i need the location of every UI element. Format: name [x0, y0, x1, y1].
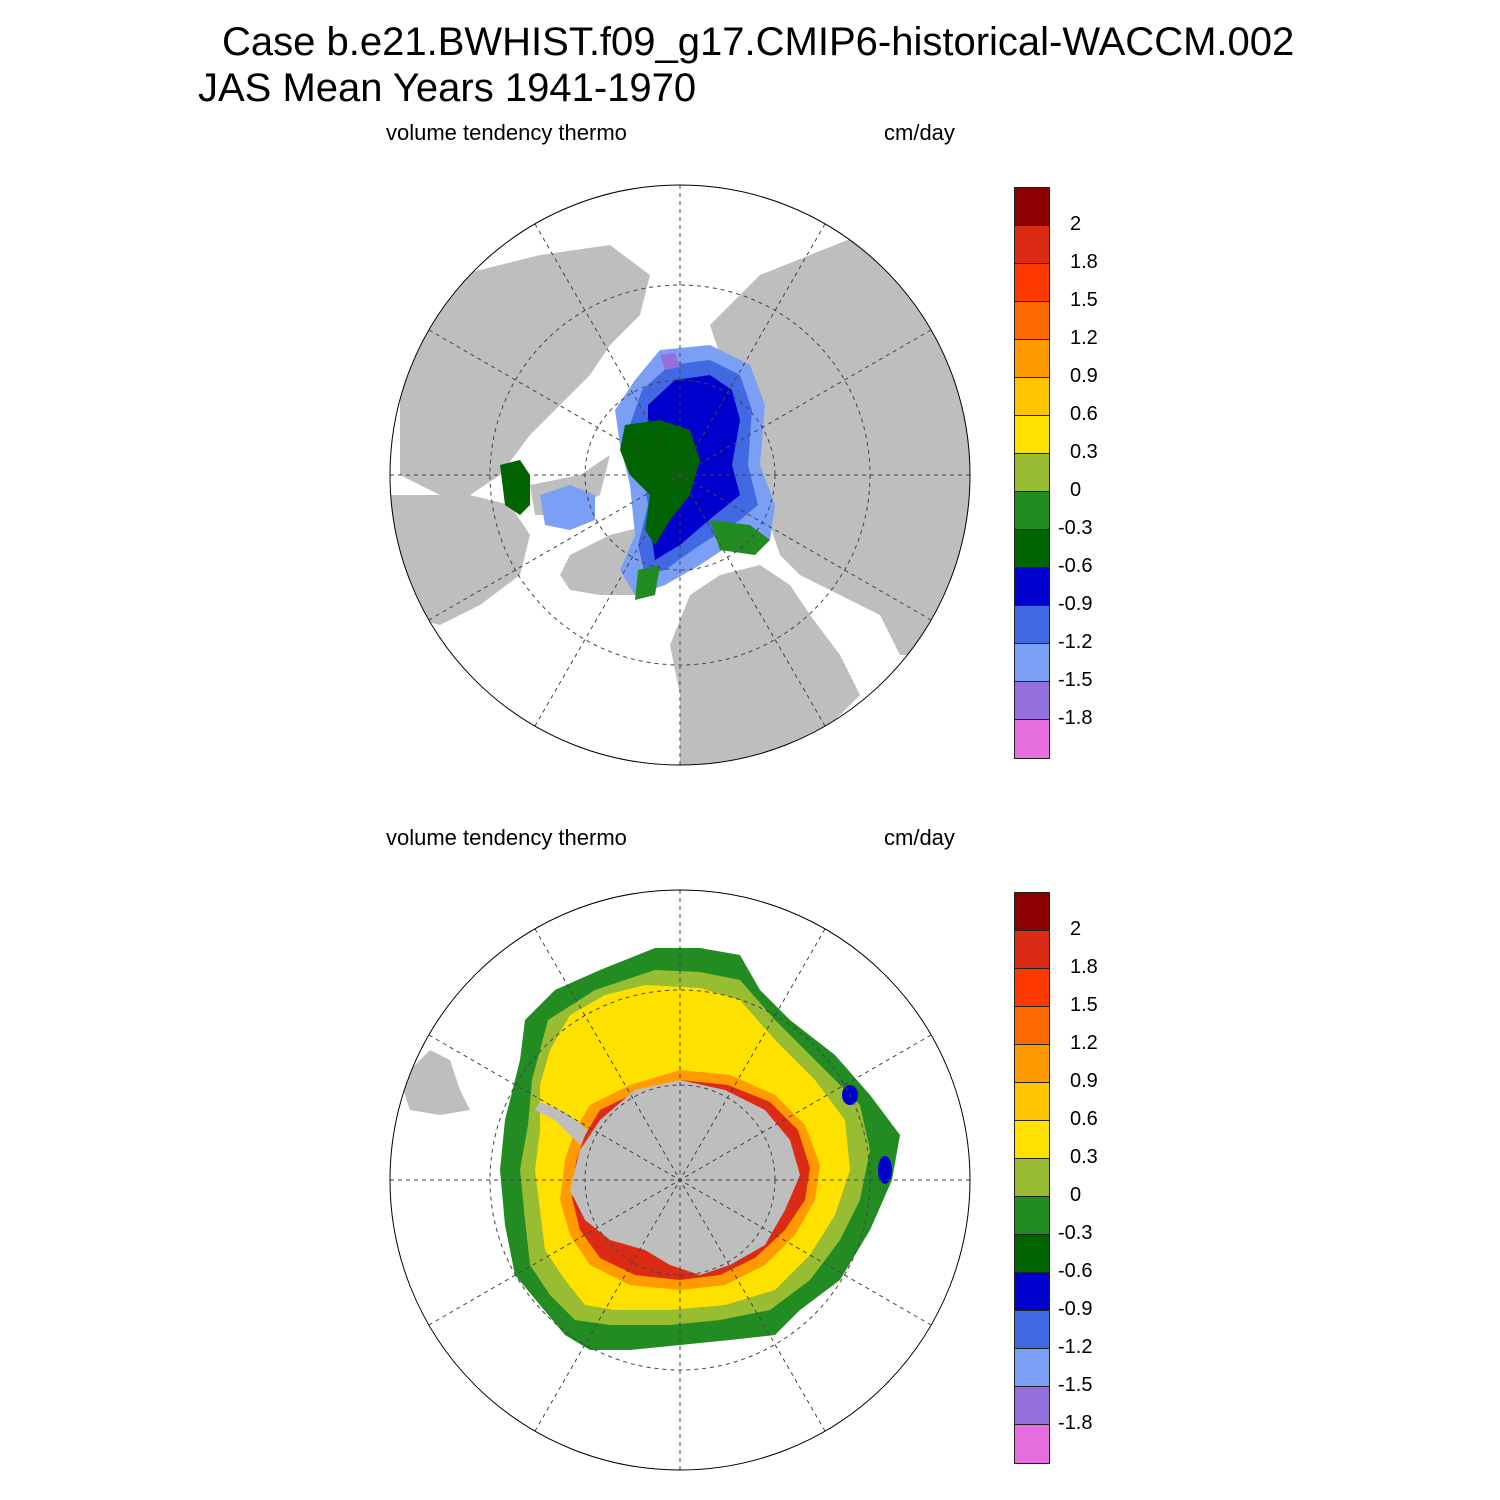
- colorbar-tick-label: -0.9: [1058, 593, 1093, 615]
- colorbar-swatch: [1014, 968, 1050, 1007]
- colorbar-swatch: [1014, 567, 1050, 606]
- colorbar-tick-label: 0: [1070, 1184, 1082, 1206]
- colorbar-swatch: [1014, 301, 1050, 340]
- colorbar-swatch: [1014, 415, 1050, 454]
- colorbar-swatch: [1014, 453, 1050, 492]
- colorbar-tick-label: -1.2: [1058, 631, 1093, 653]
- colorbar-swatch: [1014, 1082, 1050, 1121]
- colorbar-swatch: [1014, 225, 1050, 264]
- colorbar-tick-label: 1.2: [1070, 327, 1098, 349]
- colorbar-swatch: [1014, 1234, 1050, 1273]
- south-units-label: cm/day: [884, 825, 955, 850]
- colorbar-tick-label: -1.5: [1058, 669, 1093, 691]
- colorbar-swatch: [1014, 1310, 1050, 1349]
- colorbar-tick-label: -1.5: [1058, 1374, 1093, 1396]
- colorbar-swatch: [1014, 1386, 1050, 1425]
- colorbar-tick-label: 0.9: [1070, 365, 1098, 387]
- figure-subtitle: JAS Mean Years 1941-1970: [198, 66, 697, 110]
- southern-field-blue-spot: [878, 1156, 892, 1184]
- colorbar-tick-label: 2: [1070, 213, 1082, 235]
- colorbar-swatch: [1014, 643, 1050, 682]
- colorbar-tick-label: -0.3: [1058, 1222, 1093, 1244]
- north-polar-map: [389, 184, 971, 766]
- north-units-label: cm/day: [884, 120, 955, 145]
- landmass-antarctica: [570, 1080, 800, 1275]
- colorbar-swatch: [1014, 1006, 1050, 1045]
- colorbar-swatch: [1014, 1272, 1050, 1311]
- colorbar-tick-label: 0.6: [1070, 403, 1098, 425]
- colorbar-swatch: [1014, 491, 1050, 530]
- colorbar-tick-label: -0.6: [1058, 555, 1093, 577]
- landmass-antarctic-peninsula: [535, 1102, 588, 1145]
- colorbar-swatch: [1014, 719, 1050, 759]
- colorbar-swatch: [1014, 930, 1050, 969]
- colorbar-swatch: [1014, 1120, 1050, 1159]
- colorbar-tick-label: 1.8: [1070, 956, 1098, 978]
- colorbar-tick-label: -0.3: [1058, 517, 1093, 539]
- landmass-north-america: [390, 495, 530, 625]
- colorbar-tick-label: 1.5: [1070, 994, 1098, 1016]
- colorbar-swatch: [1014, 1044, 1050, 1083]
- south-polar-map: [389, 889, 971, 1471]
- colorbar-swatch: [1014, 1348, 1050, 1387]
- colorbar-tick-label: 0.9: [1070, 1070, 1098, 1092]
- landmass-eurasia: [400, 245, 650, 495]
- colorbar-tick-label: -1.2: [1058, 1336, 1093, 1358]
- colorbar-swatch: [1014, 1424, 1050, 1464]
- arctic-field-baffin: [500, 460, 530, 515]
- colorbar-tick-label: 0.6: [1070, 1108, 1098, 1130]
- colorbar-tick-label: 0.3: [1070, 1146, 1098, 1168]
- south-variable-label: volume tendency thermo: [386, 825, 627, 850]
- colorbar-swatch: [1014, 263, 1050, 302]
- colorbar-tick-label: -0.6: [1058, 1260, 1093, 1282]
- colorbar-swatch: [1014, 1196, 1050, 1235]
- colorbar-swatch: [1014, 339, 1050, 378]
- colorbar-tick-label: -1.8: [1058, 707, 1093, 729]
- colorbar-swatch: [1014, 187, 1050, 226]
- colorbar-swatch: [1014, 892, 1050, 931]
- colorbar-swatch: [1014, 1158, 1050, 1197]
- north-graticule: [390, 185, 970, 765]
- colorbar-tick-label: -0.9: [1058, 1298, 1093, 1320]
- landmass-south-america: [400, 1050, 470, 1115]
- arctic-field-barents-edge: [635, 565, 660, 600]
- arctic-field-hudson: [540, 485, 595, 530]
- colorbar-tick-label: 0: [1070, 479, 1082, 501]
- colorbar-tick-label: 0.3: [1070, 441, 1098, 463]
- colorbar-swatch: [1014, 681, 1050, 720]
- colorbar-tick-label: 1.5: [1070, 289, 1098, 311]
- colorbar-tick-label: 1.8: [1070, 251, 1098, 273]
- colorbar-tick-label: 2: [1070, 918, 1082, 940]
- arctic-field-laptev-edge: [710, 520, 770, 555]
- colorbar-swatch: [1014, 529, 1050, 568]
- colorbar-tick-label: -1.8: [1058, 1412, 1093, 1434]
- north-variable-label: volume tendency thermo: [386, 120, 627, 145]
- colorbar-tick-label: 1.2: [1070, 1032, 1098, 1054]
- south-graticule: [390, 890, 970, 1470]
- colorbar-swatch: [1014, 377, 1050, 416]
- arctic-field-pink-spot: [660, 353, 680, 370]
- colorbar-swatch: [1014, 605, 1050, 644]
- landmass-europe: [670, 565, 860, 765]
- figure-title: Case b.e21.BWHIST.f09_g17.CMIP6-historic…: [222, 20, 1295, 64]
- landmass-siberia: [710, 235, 970, 655]
